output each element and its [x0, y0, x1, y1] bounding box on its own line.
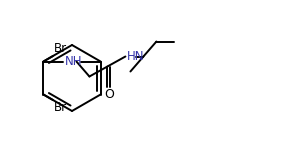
Text: NH: NH: [65, 55, 82, 68]
Text: O: O: [104, 89, 114, 102]
Text: HN: HN: [126, 50, 144, 63]
Text: Br: Br: [54, 42, 67, 55]
Text: Br: Br: [54, 101, 67, 114]
